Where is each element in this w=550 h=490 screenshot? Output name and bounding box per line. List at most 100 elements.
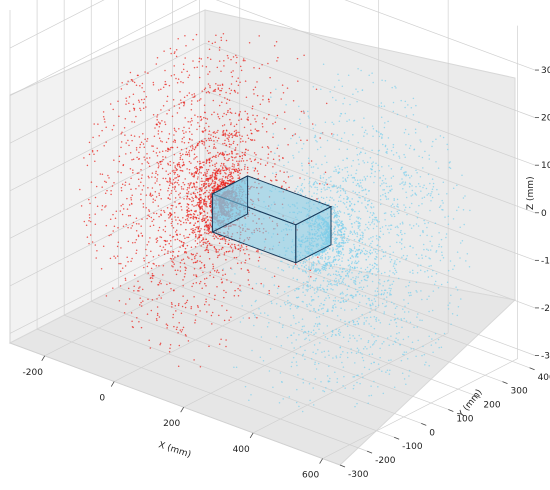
blue-point xyxy=(373,343,375,345)
blue-point xyxy=(289,305,291,307)
blue-point xyxy=(386,337,389,339)
red-point xyxy=(189,121,191,123)
blue-point xyxy=(242,317,245,319)
red-point xyxy=(179,329,182,331)
red-point xyxy=(133,135,136,137)
red-point xyxy=(183,101,185,104)
red-point xyxy=(226,279,228,281)
red-point xyxy=(225,91,227,94)
red-point xyxy=(184,269,187,272)
red-point xyxy=(152,274,155,277)
red-point xyxy=(255,250,258,253)
red-point xyxy=(216,186,219,189)
red-point xyxy=(138,151,140,154)
red-point xyxy=(164,248,166,251)
red-point xyxy=(198,198,200,200)
red-point xyxy=(223,65,225,67)
blue-point xyxy=(312,127,315,130)
red-point xyxy=(213,143,215,146)
red-point xyxy=(180,186,183,188)
blue-point xyxy=(406,357,409,360)
red-point xyxy=(208,182,210,185)
red-point xyxy=(221,178,223,180)
blue-point xyxy=(375,305,377,308)
blue-point xyxy=(375,318,377,321)
blue-point xyxy=(262,359,265,362)
blue-point xyxy=(266,293,269,296)
blue-point xyxy=(331,220,333,222)
blue-point xyxy=(336,232,339,234)
blue-point xyxy=(368,199,370,202)
red-point xyxy=(187,203,190,206)
red-point xyxy=(149,192,152,195)
red-point xyxy=(199,207,201,210)
red-point xyxy=(158,125,161,128)
blue-point xyxy=(349,269,351,271)
red-point xyxy=(209,231,211,233)
blue-point xyxy=(361,189,363,192)
red-point xyxy=(228,169,231,171)
red-point xyxy=(88,217,91,219)
blue-point xyxy=(396,198,399,201)
red-point xyxy=(200,190,203,192)
blue-point xyxy=(445,233,448,235)
red-point xyxy=(182,279,184,281)
red-point xyxy=(233,140,235,143)
blue-point xyxy=(321,351,323,353)
blue-point xyxy=(342,278,344,281)
blue-point xyxy=(328,273,330,275)
red-point xyxy=(193,148,196,151)
blue-point xyxy=(347,275,350,278)
blue-point xyxy=(312,264,315,267)
red-point xyxy=(160,163,162,166)
blue-point xyxy=(322,197,325,199)
red-point xyxy=(116,245,119,248)
red-point xyxy=(138,287,140,289)
blue-point xyxy=(368,216,371,219)
blue-point xyxy=(435,250,438,252)
red-point xyxy=(195,165,197,168)
red-point xyxy=(93,153,95,156)
red-point xyxy=(233,164,236,166)
blue-point xyxy=(224,150,227,153)
blue-point xyxy=(385,301,388,303)
red-point xyxy=(109,257,112,260)
red-point xyxy=(226,177,229,179)
red-point xyxy=(150,309,153,312)
blue-point xyxy=(390,185,393,187)
red-point xyxy=(194,261,197,264)
red-point xyxy=(325,102,328,105)
blue-point xyxy=(289,307,292,310)
red-point xyxy=(204,282,206,285)
blue-point xyxy=(392,154,395,156)
red-point xyxy=(225,339,227,341)
blue-point xyxy=(400,167,403,169)
red-point xyxy=(205,139,208,142)
red-point xyxy=(229,108,231,110)
red-point xyxy=(212,235,214,237)
red-point xyxy=(231,156,234,159)
blue-point xyxy=(370,168,372,170)
blue-point xyxy=(379,230,382,232)
red-point xyxy=(219,178,221,181)
blue-point xyxy=(350,203,353,205)
blue-point xyxy=(338,186,340,188)
red-point xyxy=(214,178,216,181)
red-point xyxy=(172,227,175,229)
blue-point xyxy=(456,251,459,253)
blue-point xyxy=(268,370,271,372)
blue-point xyxy=(338,79,340,82)
blue-point xyxy=(346,293,348,296)
red-point xyxy=(114,257,117,259)
red-point xyxy=(140,177,143,179)
blue-point xyxy=(290,365,293,368)
blue-point xyxy=(405,191,407,193)
blue-point xyxy=(318,328,320,330)
blue-point xyxy=(410,175,413,177)
blue-point xyxy=(333,283,335,286)
red-point xyxy=(89,234,92,236)
blue-point xyxy=(360,69,362,72)
red-point xyxy=(154,199,156,202)
blue-point xyxy=(316,182,319,185)
red-point xyxy=(131,121,133,123)
